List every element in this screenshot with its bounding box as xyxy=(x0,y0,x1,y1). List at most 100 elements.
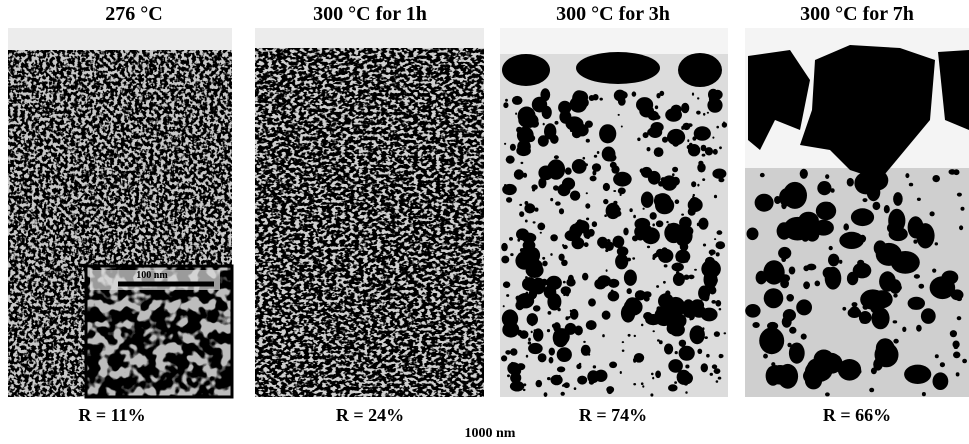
precipitate xyxy=(585,192,588,195)
precipitate xyxy=(843,223,849,231)
precipitate xyxy=(537,135,549,147)
precipitate xyxy=(888,227,908,242)
precipitate xyxy=(953,345,959,350)
precipitate xyxy=(888,208,906,233)
precipitate xyxy=(852,262,872,279)
precipitate xyxy=(676,256,682,262)
precipitate xyxy=(703,112,706,116)
surface-grain xyxy=(800,45,935,180)
precipitate xyxy=(659,90,665,96)
precipitate xyxy=(696,110,701,115)
precipitate xyxy=(586,217,590,221)
precipitate xyxy=(665,108,682,122)
precipitate xyxy=(908,182,914,187)
precipitate xyxy=(643,291,652,298)
precipitate xyxy=(646,245,651,249)
precipitate xyxy=(875,338,895,359)
precipitate xyxy=(718,177,725,183)
precipitate xyxy=(576,363,582,370)
precipitate xyxy=(510,361,514,366)
precipitate xyxy=(932,268,937,273)
precipitate xyxy=(588,379,595,385)
precipitate xyxy=(534,207,539,212)
precipitate xyxy=(569,309,572,313)
precipitate xyxy=(664,343,674,355)
precipitate xyxy=(873,240,887,256)
precipitate xyxy=(538,165,554,181)
precipitate xyxy=(537,353,547,363)
precipitate xyxy=(781,256,787,262)
precipitate xyxy=(504,142,507,145)
precipitate xyxy=(605,269,608,272)
precipitate xyxy=(550,134,559,144)
precipitate xyxy=(502,321,520,338)
precipitate xyxy=(530,330,533,334)
precipitate xyxy=(519,211,525,218)
precipitate xyxy=(692,193,695,197)
precipitate xyxy=(599,124,617,144)
precipitate xyxy=(766,197,773,204)
precipitate xyxy=(641,323,644,327)
precipitate xyxy=(555,328,570,345)
precipitate xyxy=(654,306,674,327)
precipitate xyxy=(634,290,646,301)
precipitate xyxy=(640,191,654,208)
precipitate xyxy=(621,341,625,344)
precipitate xyxy=(710,253,713,256)
precipitate xyxy=(672,272,685,286)
precipitate xyxy=(580,344,591,356)
precipitate xyxy=(916,197,921,201)
precipitate xyxy=(652,330,655,333)
precipitate xyxy=(837,359,862,381)
precipitate xyxy=(704,336,708,339)
precipitate xyxy=(585,320,597,331)
precipitate xyxy=(577,375,588,385)
precipitate xyxy=(879,271,896,292)
precipitate xyxy=(932,175,940,183)
precipitate xyxy=(671,262,684,272)
panel-4: 300 °C for 7h R = 66% xyxy=(745,3,969,425)
precipitate xyxy=(691,92,695,96)
precipitate xyxy=(856,369,862,374)
precipitate xyxy=(698,217,709,230)
precipitate xyxy=(666,220,669,224)
precipitate xyxy=(513,169,525,180)
precipitate xyxy=(827,202,832,206)
precipitate xyxy=(685,364,690,369)
precipitate xyxy=(561,259,568,266)
precipitate xyxy=(572,226,575,229)
precipitate xyxy=(920,308,936,324)
precipitate xyxy=(511,95,523,105)
precipitate xyxy=(916,324,922,332)
precipitate xyxy=(505,98,508,102)
precipitate xyxy=(567,324,572,328)
precipitate xyxy=(712,89,723,100)
precipitate xyxy=(752,322,760,328)
precipitate xyxy=(655,196,675,215)
precipitate xyxy=(584,120,593,128)
precipitate xyxy=(617,187,626,195)
precipitate xyxy=(813,219,834,236)
precipitate xyxy=(509,237,513,241)
precipitate xyxy=(594,369,608,382)
precipitate xyxy=(682,122,691,131)
precipitate xyxy=(563,382,570,389)
precipitate xyxy=(675,249,691,264)
precipitate xyxy=(571,159,587,174)
precipitate xyxy=(633,383,637,386)
precipitate xyxy=(648,126,663,138)
precipitate xyxy=(652,223,655,227)
scale-label: 1000 nm xyxy=(465,426,516,441)
precipitate xyxy=(907,296,925,310)
precipitate xyxy=(547,377,551,381)
precipitate xyxy=(531,184,538,190)
precipitate xyxy=(519,203,523,206)
precipitate xyxy=(822,267,835,279)
precipitate xyxy=(868,170,889,191)
precipitate xyxy=(870,367,877,375)
precipitate xyxy=(596,151,600,154)
precipitate xyxy=(667,128,686,146)
precipitate xyxy=(610,289,614,293)
precipitate xyxy=(723,332,727,335)
surface-grain xyxy=(748,50,810,150)
